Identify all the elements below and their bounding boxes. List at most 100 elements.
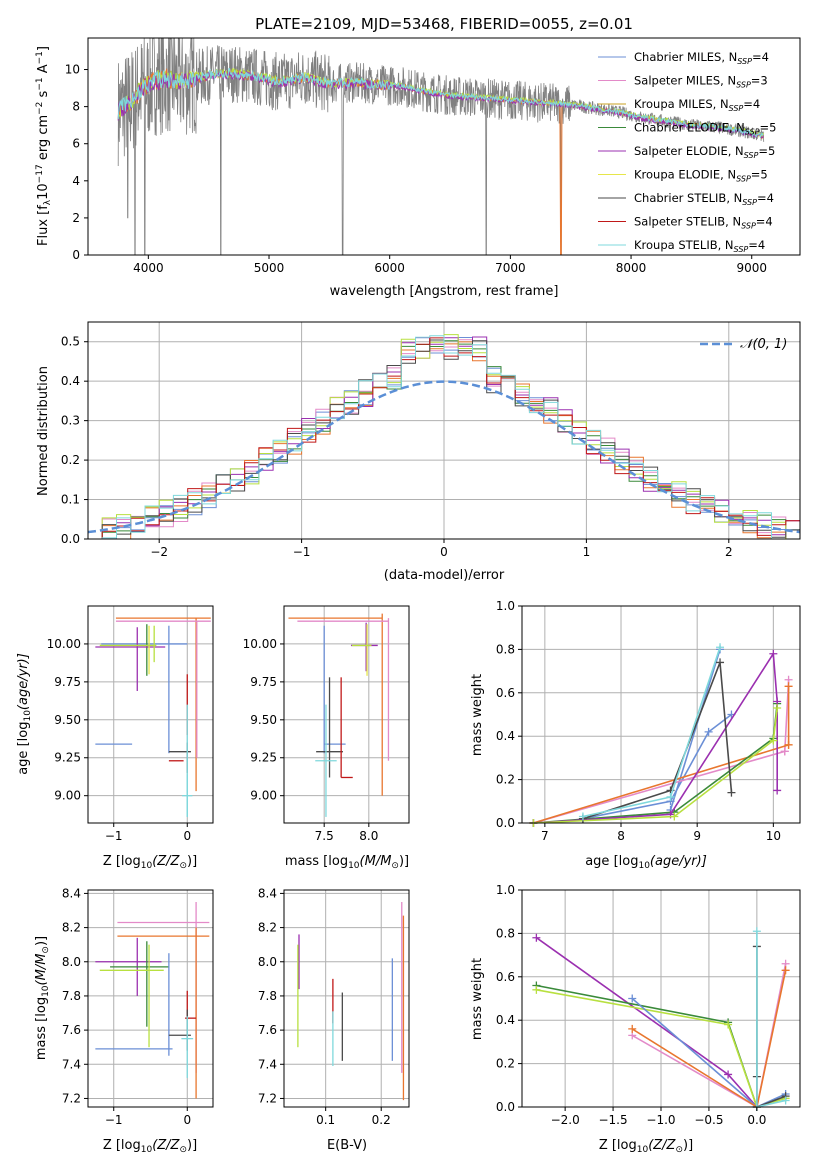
histogram-ytick-label: 0.5 bbox=[61, 335, 80, 349]
histogram-ytick-label: 0.1 bbox=[61, 493, 80, 507]
ytick-label: 0.0 bbox=[496, 816, 515, 830]
legend-entry: Salpeter STELIB, NSSP=4 bbox=[634, 215, 773, 231]
ytick-label: 7.4 bbox=[62, 1057, 81, 1071]
ytick-label: 8.2 bbox=[62, 921, 81, 935]
weight-point-marker bbox=[769, 736, 778, 745]
weight-point-marker bbox=[724, 1020, 733, 1029]
ytick-label: 9.50 bbox=[250, 713, 277, 727]
spectrum-xtick-label: 8000 bbox=[616, 261, 647, 275]
xtick-label: −1.0 bbox=[646, 1113, 675, 1127]
spectrum-xlabel: wavelength [Angstrom, rest frame] bbox=[330, 284, 559, 299]
spectrum-xtick-label: 9000 bbox=[736, 261, 767, 275]
ytick-label: 8.0 bbox=[62, 955, 81, 969]
ytick-label: 8.4 bbox=[258, 886, 277, 900]
weight-point-marker bbox=[727, 788, 736, 797]
ytick-label: 9.50 bbox=[54, 713, 81, 727]
normal-curve bbox=[87, 380, 801, 534]
weight-point-marker bbox=[784, 682, 793, 691]
ytick-label: 7.4 bbox=[258, 1057, 277, 1071]
spectrum-ytick-label: 4 bbox=[72, 174, 80, 188]
ytick-label: 9.75 bbox=[250, 675, 277, 689]
ytick-label: 7.8 bbox=[258, 989, 277, 1003]
spectrum-ticks: 4000 5000 6000 7000 8000 9000 0 2 4 6 8 10 bbox=[65, 63, 767, 275]
mass-ebv-xlabel: E(B-V) bbox=[327, 1138, 367, 1153]
spectrum-ylabel: Flux [fλ10−17 erg cm−2 s−1 A−1] bbox=[35, 46, 53, 246]
weight-age-ylabel: mass weight bbox=[470, 674, 485, 756]
legend-entry: Chabrier ELODIE, NSSP=5 bbox=[634, 121, 776, 137]
weight-z-xlabel: Z [log10(Z/Z⊙)] bbox=[599, 1138, 693, 1155]
ytick-label: 0.8 bbox=[496, 926, 515, 940]
xtick-label: 7.5 bbox=[315, 829, 334, 843]
ytick-label: 0.2 bbox=[496, 1057, 515, 1071]
xtick-label: 0.0 bbox=[747, 1113, 766, 1127]
ytick-label: 9.00 bbox=[54, 789, 81, 803]
weight-point-marker bbox=[781, 1096, 790, 1105]
weight-series-line bbox=[533, 651, 778, 824]
histogram-xtick-label: −2 bbox=[150, 545, 168, 559]
spectrum-frame bbox=[87, 37, 801, 256]
weight-series-line bbox=[533, 744, 789, 824]
ytick-label: 8.0 bbox=[258, 955, 277, 969]
ytick-label: 9.00 bbox=[250, 789, 277, 803]
ytick-label: 8.2 bbox=[258, 921, 277, 935]
axes-frame bbox=[521, 605, 801, 824]
spectrum-title: PLATE=2109, MJD=53468, FIBERID=0055, z=0… bbox=[255, 15, 633, 33]
xtick-label: 0.1 bbox=[316, 1113, 335, 1127]
histogram-ticks: −2 −1 0 1 2 0.0 0.1 0.2 0.3 0.4 0.5 bbox=[61, 335, 733, 559]
mass-vs-z-panel: −1 0 7.2 7.4 7.6 7.8 8.0 8.2 8.4 bbox=[62, 886, 214, 1127]
ytick-label: 7.2 bbox=[258, 1091, 277, 1105]
ytick-label: 10.00 bbox=[47, 637, 81, 651]
histogram-legend-label: 𝒩(0, 1) bbox=[740, 337, 787, 352]
ytick-label: 0.2 bbox=[496, 773, 515, 787]
weight-point-marker bbox=[666, 792, 675, 801]
weight-series-line bbox=[582, 646, 721, 818]
weight-point-marker bbox=[752, 927, 761, 936]
legend-entry: Kroupa STELIB, NSSP=4 bbox=[634, 238, 765, 254]
weight-point-marker bbox=[769, 649, 778, 658]
axes-frame bbox=[283, 605, 410, 824]
spectrum-lines bbox=[117, 37, 765, 256]
histogram-ytick-label: 0.4 bbox=[61, 374, 80, 388]
xtick-label: 8 bbox=[617, 829, 625, 843]
xtick-label: 9 bbox=[693, 829, 701, 843]
weight-point-marker bbox=[780, 747, 789, 756]
weight-point-marker bbox=[773, 786, 782, 795]
ytick-label: 7.6 bbox=[62, 1023, 81, 1037]
age-vs-z-panel: −1 0 9.00 9.25 9.50 9.75 10.00 bbox=[47, 605, 214, 843]
mass-z-ylabel: mass [log10(M/M⊙)] bbox=[34, 936, 51, 1060]
ytick-label: 7.8 bbox=[62, 989, 81, 1003]
weight-point-marker bbox=[578, 812, 587, 821]
xtick-label: 0 bbox=[183, 1113, 191, 1127]
legend-entry: Kroupa ELODIE, NSSP=5 bbox=[634, 168, 768, 184]
xtick-label: −1.5 bbox=[598, 1113, 627, 1127]
xtick-label: −2.0 bbox=[551, 1113, 580, 1127]
ytick-label: 7.6 bbox=[258, 1023, 277, 1037]
weight-point-marker bbox=[532, 933, 541, 942]
spectrum-panel: PLATE=2109, MJD=53468, FIBERID=0055, z=0… bbox=[35, 15, 801, 299]
weight-point-marker bbox=[784, 740, 793, 749]
weight-point-marker bbox=[724, 1070, 733, 1079]
spectrum-model-line bbox=[117, 67, 764, 139]
axes-frame bbox=[87, 605, 214, 824]
legend-entry: Chabrier STELIB, NSSP=4 bbox=[634, 191, 774, 207]
weight-z-ylabel: mass weight bbox=[470, 958, 485, 1040]
weight-series-line bbox=[756, 931, 786, 1109]
legend-entry: Salpeter MILES, NSSP=3 bbox=[634, 74, 768, 90]
ytick-label: 0.6 bbox=[496, 970, 515, 984]
ytick-label: 9.25 bbox=[54, 751, 81, 765]
spectrum-xtick-label: 5000 bbox=[254, 261, 285, 275]
ytick-label: 0.4 bbox=[496, 729, 515, 743]
mass-vs-ebv-panel: 0.1 0.2 7.2 7.4 7.6 7.8 8.0 8.2 8.4 bbox=[258, 886, 410, 1127]
histogram-ytick-label: 0.0 bbox=[61, 532, 80, 546]
ytick-label: 10.00 bbox=[243, 637, 277, 651]
weight-point-marker bbox=[781, 966, 790, 975]
spectrum-ytick-label: 0 bbox=[72, 248, 80, 262]
age-mass-xlabel: mass [log10(M/M⊙)] bbox=[285, 854, 409, 871]
ytick-label: 9.75 bbox=[54, 675, 81, 689]
ytick-label: 9.25 bbox=[250, 751, 277, 765]
histogram-xtick-label: 1 bbox=[583, 545, 591, 559]
weight-series-line bbox=[536, 989, 786, 1108]
histogram-ytick-label: 0.2 bbox=[61, 453, 80, 467]
residual-histogram-panel: −2 −1 0 1 2 0.0 0.1 0.2 0.3 0.4 0.5 (data-model)/e… bbox=[36, 321, 801, 583]
weight-series-line bbox=[533, 707, 778, 824]
